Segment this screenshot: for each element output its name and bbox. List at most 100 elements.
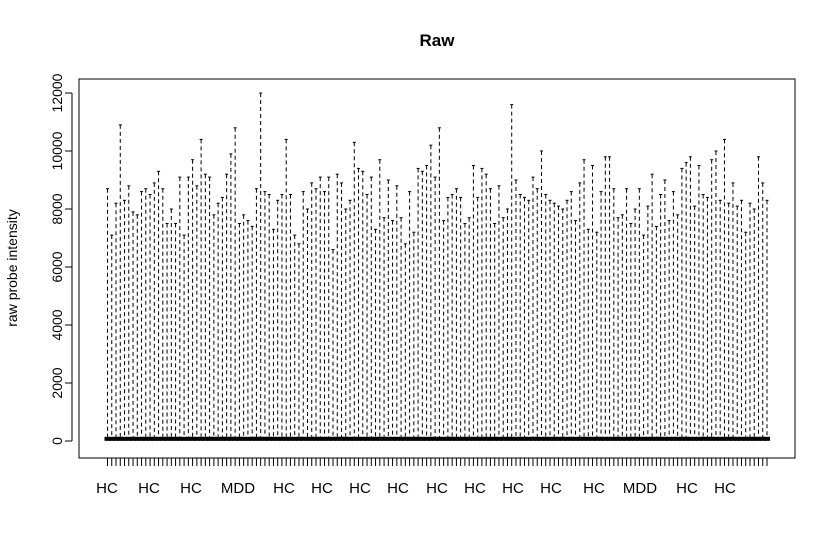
box-body — [342, 436, 349, 441]
box-body — [347, 436, 354, 441]
x-tick-label: HC — [349, 480, 371, 497]
box-body — [644, 436, 651, 441]
box-body — [670, 436, 677, 441]
sample-box — [623, 188, 630, 441]
sample-box — [504, 208, 511, 441]
box-body — [295, 436, 302, 441]
sample-box — [568, 191, 575, 441]
box-body — [461, 436, 468, 441]
sample-box — [278, 194, 285, 441]
sample-box — [764, 199, 770, 441]
box-body — [117, 436, 124, 441]
sample-box — [274, 199, 281, 441]
box-body — [419, 436, 426, 441]
box-body — [708, 436, 715, 441]
box-body — [538, 436, 545, 441]
x-tick-label: HC — [273, 480, 295, 497]
sample-box — [338, 182, 345, 441]
sample-box — [661, 179, 668, 441]
sample-box — [249, 225, 256, 441]
box-body — [142, 436, 149, 441]
box-body — [619, 436, 626, 441]
sample-box — [529, 176, 536, 441]
sample-box — [147, 194, 154, 441]
plot-frame — [78, 78, 796, 459]
sample-box — [359, 170, 366, 441]
x-tick-label: MDD — [221, 480, 255, 497]
box-body — [721, 436, 728, 441]
sample-box — [240, 214, 247, 441]
box-body — [717, 436, 724, 441]
sample-box — [606, 156, 613, 441]
box-body — [155, 436, 162, 441]
box-body — [270, 436, 277, 441]
sample-box — [215, 202, 222, 441]
sample-box — [193, 185, 200, 441]
sample-box — [495, 185, 502, 441]
box-body — [257, 436, 264, 441]
sample-box — [198, 138, 205, 441]
sample-box — [410, 231, 417, 441]
box-body — [457, 436, 464, 441]
box-body — [330, 436, 337, 441]
sample-box — [393, 185, 400, 441]
sample-box — [159, 188, 166, 441]
box-body — [227, 436, 234, 441]
box-body — [691, 436, 698, 441]
sample-box — [351, 141, 358, 441]
box-body — [602, 436, 609, 441]
box-body — [108, 436, 115, 441]
sample-box — [325, 176, 332, 441]
sample-box — [108, 234, 115, 441]
box-body — [729, 436, 736, 441]
box-body — [572, 436, 579, 441]
sample-box — [738, 199, 745, 441]
sample-box — [559, 208, 566, 441]
box-body — [291, 436, 298, 441]
box-body — [440, 436, 447, 441]
sample-box — [402, 243, 409, 441]
box-body — [121, 436, 128, 441]
sample-box — [317, 176, 324, 441]
box-body — [683, 436, 690, 441]
box-body — [402, 436, 409, 441]
box-body — [240, 436, 247, 441]
box-body — [466, 436, 473, 441]
box-body — [581, 436, 588, 441]
box-body — [104, 436, 111, 441]
y-tick-label: 12000 — [49, 73, 65, 112]
sample-box — [593, 231, 600, 441]
x-tick-label: HC — [583, 480, 605, 497]
box-body — [653, 436, 660, 441]
sample-box — [117, 124, 124, 441]
box-body — [325, 436, 332, 441]
box-body — [355, 436, 362, 441]
sample-box — [355, 167, 362, 441]
y-axis: 0 2000 4000 6000 8000 10000 12000 — [49, 73, 73, 445]
box-body — [261, 436, 268, 441]
sample-box — [130, 211, 137, 441]
sample-box — [168, 208, 175, 441]
box-body — [308, 436, 315, 441]
box-body — [312, 436, 319, 441]
y-axis-label: raw probe intensity — [4, 209, 20, 327]
sample-box — [725, 202, 732, 441]
box-body — [512, 436, 519, 441]
sample-box — [717, 199, 724, 441]
x-tick-label: HC — [464, 480, 486, 497]
sample-box — [581, 159, 588, 441]
sample-box — [572, 220, 579, 441]
box-body — [176, 436, 183, 441]
box-body — [700, 436, 707, 441]
box-body — [483, 436, 490, 441]
box-body — [389, 436, 396, 441]
sample-box — [670, 191, 677, 441]
box-body — [410, 436, 417, 441]
sample-box — [257, 92, 264, 441]
sample-box — [461, 223, 468, 441]
box-body — [704, 436, 711, 441]
box-body — [576, 436, 583, 441]
box-body — [738, 436, 745, 441]
box-body — [381, 436, 388, 441]
box-body — [678, 436, 685, 441]
